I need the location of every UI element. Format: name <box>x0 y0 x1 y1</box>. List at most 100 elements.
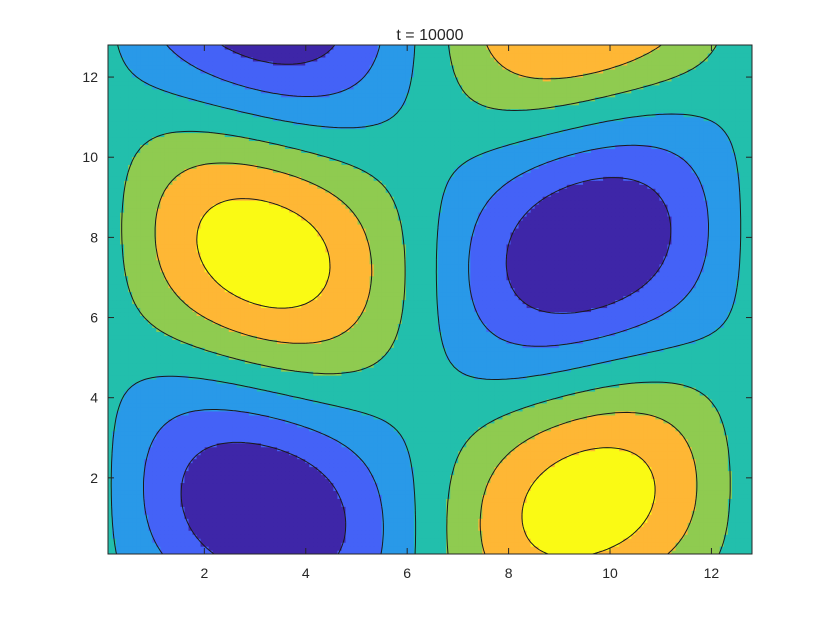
contour-band-cell <box>232 534 238 539</box>
contour-band-cell <box>743 542 749 547</box>
contour-band-cell <box>409 490 415 495</box>
contour-band-cell <box>240 526 246 531</box>
contour-band-cell <box>256 446 262 452</box>
contour-band-cell <box>224 486 230 491</box>
contour-band-cell <box>144 478 149 484</box>
contour-band-cell <box>212 530 218 535</box>
contour-band-cell <box>631 514 636 519</box>
contour-band-cell <box>683 442 689 448</box>
contour-band-cell <box>160 538 165 543</box>
contour-band-cell <box>715 434 721 440</box>
contour-band-cell <box>144 426 149 432</box>
contour-band-cell <box>486 522 491 527</box>
contour-band-cell <box>542 442 548 448</box>
contour-band-cell <box>731 534 737 539</box>
contour-band-cell <box>108 502 113 507</box>
contour-band-cell <box>184 526 190 531</box>
contour-band-cell <box>152 478 157 484</box>
contour-band-cell <box>156 506 161 511</box>
contour-band-cell <box>413 438 419 444</box>
contour-band-cell <box>168 494 174 499</box>
contour-band-cell <box>160 534 165 539</box>
contour-band-cell <box>739 450 745 456</box>
contour-band-cell <box>164 534 169 539</box>
contour-band-cell <box>603 506 608 511</box>
contour-band-cell <box>743 550 749 554</box>
contour-band-cell <box>639 514 644 519</box>
contour-band-cell <box>619 474 624 480</box>
contour-band-cell <box>430 454 435 460</box>
contour-band-cell <box>458 478 463 484</box>
contour-band-cell <box>711 446 717 452</box>
contour-band-cell <box>240 542 246 547</box>
contour-band-cell <box>566 458 572 464</box>
contour-band-cell <box>136 446 141 452</box>
contour-band-cell <box>607 530 612 535</box>
contour-band-cell <box>184 490 190 495</box>
contour-band-cell <box>108 510 113 515</box>
contour-band-cell <box>554 498 560 503</box>
contour-band-cell <box>663 442 669 448</box>
contour-band-cell <box>361 502 367 507</box>
contour-band-cell <box>550 470 556 476</box>
contour-band-cell <box>353 462 359 468</box>
contour-band-cell <box>542 534 548 539</box>
contour-band-cell <box>264 534 270 539</box>
contour-band-cell <box>695 458 701 464</box>
contour-band-cell <box>510 498 516 503</box>
contour-band-cell <box>256 510 262 515</box>
contour-band-cell <box>546 466 552 472</box>
contour-band-cell <box>739 434 745 440</box>
contour-band-cell <box>353 474 359 480</box>
contour-band-cell <box>305 506 310 511</box>
contour-band-cell <box>152 494 157 499</box>
contour-band-cell <box>325 470 330 476</box>
contour-band-cell <box>466 478 471 484</box>
contour-band-cell <box>434 534 439 539</box>
contour-band-cell <box>506 470 512 476</box>
contour-band-cell <box>586 438 592 444</box>
contour-band-cell <box>244 534 250 539</box>
contour-band-cell <box>120 538 125 543</box>
contour-band-cell <box>417 506 423 511</box>
contour-band-cell <box>514 522 520 527</box>
contour-band-cell <box>727 538 733 543</box>
contour-band-cell <box>152 458 157 464</box>
contour-band-cell <box>502 494 508 499</box>
contour-band-cell <box>417 510 423 515</box>
contour-band-cell <box>558 526 564 531</box>
contour-band-cell <box>486 510 491 515</box>
contour-band-cell <box>397 470 403 476</box>
contour-band-cell <box>108 514 113 519</box>
contour-band-cell <box>687 510 693 515</box>
contour-band-cell <box>639 478 644 484</box>
contour-band-cell <box>377 434 383 440</box>
contour-band-cell <box>325 438 330 444</box>
contour-band-cell <box>413 490 419 495</box>
contour-band-cell <box>450 510 455 515</box>
contour-band-cell <box>369 438 375 444</box>
contour-band-cell <box>623 518 628 523</box>
contour-band-cell <box>542 550 548 554</box>
contour-band-cell <box>232 538 238 543</box>
contour-band-cell <box>526 438 532 444</box>
contour-band-cell <box>240 502 246 507</box>
contour-band-cell <box>591 466 596 472</box>
contour-band-cell <box>671 514 677 519</box>
contour-band-cell <box>663 534 669 539</box>
contour-band-cell <box>313 542 318 547</box>
contour-band-cell <box>534 474 540 480</box>
contour-band-cell <box>574 478 580 484</box>
contour-band-cell <box>731 442 737 448</box>
contour-band-cell <box>735 462 741 468</box>
contour-band-cell <box>502 438 508 444</box>
contour-band-cell <box>252 522 258 527</box>
contour-band-cell <box>570 546 576 551</box>
contour-band-cell <box>482 482 487 487</box>
contour-band-cell <box>599 470 604 476</box>
contour-band-cell <box>289 542 294 547</box>
contour-band-cell <box>224 522 230 527</box>
contour-band-cell <box>425 478 431 484</box>
contour-band-cell <box>264 474 270 480</box>
contour-band-cell <box>474 546 479 551</box>
